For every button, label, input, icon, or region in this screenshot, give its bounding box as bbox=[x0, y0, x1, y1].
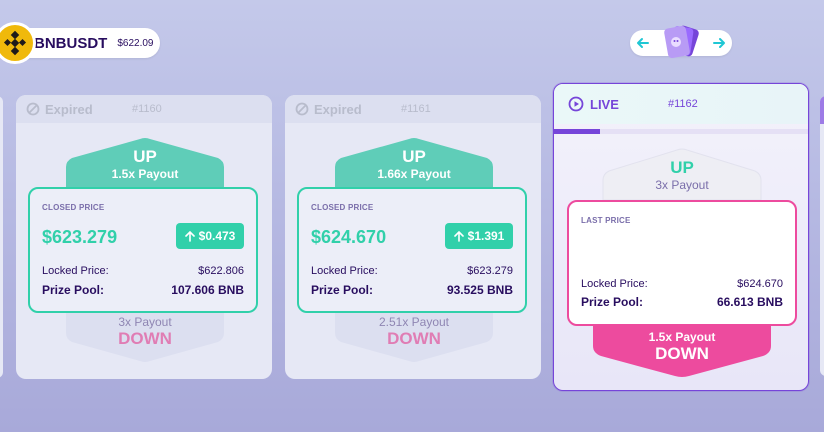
prize-pool-value: 93.525 BNB bbox=[446, 283, 513, 297]
round-header: Expired #1160 bbox=[16, 95, 272, 123]
round-card-1160[interactable]: Expired #1160 UP 1.5x Payout CLOSED PRIC… bbox=[16, 95, 272, 379]
down-label: DOWN bbox=[655, 344, 709, 363]
locked-price-row: Locked Price: $623.279 bbox=[311, 265, 513, 277]
up-label: UP bbox=[670, 158, 694, 177]
closed-price-box: CLOSED PRICE $623.279 $0.473 Locked Pric… bbox=[28, 187, 258, 313]
round-status: Expired bbox=[314, 101, 362, 117]
prize-pool-value: 66.613 BNB bbox=[716, 295, 783, 309]
down-section: 3x Payout DOWN bbox=[56, 313, 234, 363]
closed-price-title: CLOSED PRICE bbox=[311, 203, 374, 212]
locked-price-value: $622.806 bbox=[198, 265, 244, 277]
ticker-symbol: BNBUSDT bbox=[34, 34, 108, 52]
prize-pool-row: Prize Pool: 66.613 BNB bbox=[581, 295, 783, 309]
up-section: UP 1.66x Payout bbox=[325, 137, 503, 187]
live-header: LIVE #1162 bbox=[554, 84, 808, 124]
arrow-up-icon bbox=[453, 230, 464, 242]
last-price-box: LAST PRICE Locked Price: $624.670 Prize … bbox=[567, 200, 797, 326]
ticker-pill: BNBUSDT $622.09 bbox=[0, 22, 160, 64]
cards-icon[interactable] bbox=[658, 21, 706, 65]
up-payout: 3x Payout bbox=[655, 178, 709, 192]
prize-pool-value: 107.606 BNB bbox=[171, 283, 244, 297]
block-icon bbox=[26, 102, 40, 116]
closed-price-value: $624.670 bbox=[311, 227, 387, 247]
closed-price-title: CLOSED PRICE bbox=[42, 203, 105, 212]
prize-pool-label: Prize Pool: bbox=[581, 295, 644, 309]
price-diff: $1.391 bbox=[467, 229, 505, 243]
arrow-left-icon[interactable] bbox=[632, 32, 654, 54]
price-diff-badge: $1.391 bbox=[445, 223, 513, 249]
block-icon bbox=[295, 102, 309, 116]
round-epoch: #1162 bbox=[668, 98, 698, 110]
bnb-logo-icon bbox=[0, 22, 36, 64]
locked-price-label: Locked Price: bbox=[311, 265, 378, 277]
arrow-up-icon bbox=[184, 230, 195, 242]
closed-price-box: CLOSED PRICE $624.670 $1.391 Locked Pric… bbox=[297, 187, 527, 313]
locked-price-label: Locked Price: bbox=[42, 265, 109, 277]
up-section: UP 3x Payout bbox=[593, 148, 771, 200]
locked-price-value: $624.670 bbox=[737, 278, 783, 290]
down-payout: 2.51x Payout bbox=[378, 315, 450, 329]
locked-price-value: $623.279 bbox=[467, 265, 513, 277]
play-icon bbox=[568, 96, 584, 112]
previous-round-card-edge[interactable] bbox=[0, 96, 3, 378]
down-label: DOWN bbox=[387, 329, 441, 348]
price-diff: $0.473 bbox=[198, 229, 236, 243]
round-header: Expired #1161 bbox=[285, 95, 541, 123]
down-payout: 3x Payout bbox=[118, 315, 172, 329]
price-diff-badge: $0.473 bbox=[176, 223, 244, 249]
arrow-right-icon[interactable] bbox=[708, 32, 730, 54]
closed-price-value: $623.279 bbox=[42, 227, 118, 247]
round-epoch: #1160 bbox=[132, 103, 162, 115]
prize-pool-row: Prize Pool: 107.606 BNB bbox=[42, 283, 244, 297]
down-payout: 1.5x Payout bbox=[648, 330, 716, 344]
locked-price-label: Locked Price: bbox=[581, 278, 648, 290]
round-epoch: #1161 bbox=[401, 103, 431, 115]
up-section: UP 1.5x Payout bbox=[56, 137, 234, 187]
up-payout: 1.5x Payout bbox=[111, 167, 179, 181]
round-card-1161[interactable]: Expired #1161 UP 1.66x Payout CLOSED PRI… bbox=[285, 95, 541, 379]
round-progress-fill bbox=[554, 129, 601, 134]
prize-pool-row: Prize Pool: 93.525 BNB bbox=[311, 283, 513, 297]
last-price-title: LAST PRICE bbox=[581, 216, 631, 225]
ticker-price: $622.09 bbox=[117, 37, 154, 49]
round-status: LIVE bbox=[590, 96, 619, 112]
prize-pool-label: Prize Pool: bbox=[311, 283, 374, 297]
up-label: UP bbox=[402, 147, 426, 166]
round-status: Expired bbox=[45, 101, 93, 117]
down-section: 2.51x Payout DOWN bbox=[325, 313, 503, 363]
next-round-card-edge[interactable] bbox=[820, 96, 824, 376]
round-navigator bbox=[630, 25, 732, 59]
prize-pool-label: Prize Pool: bbox=[42, 283, 105, 297]
round-card-live[interactable]: LIVE #1162 UP 3x Payout LAST PRICE Locke… bbox=[553, 83, 809, 391]
down-label: DOWN bbox=[118, 329, 172, 348]
round-progress-bar bbox=[554, 129, 808, 134]
up-label: UP bbox=[133, 147, 157, 166]
down-section: 1.5x Payout DOWN bbox=[593, 326, 771, 378]
locked-price-row: Locked Price: $622.806 bbox=[42, 265, 244, 277]
up-payout: 1.66x Payout bbox=[377, 167, 451, 181]
locked-price-row: Locked Price: $624.670 bbox=[581, 278, 783, 290]
